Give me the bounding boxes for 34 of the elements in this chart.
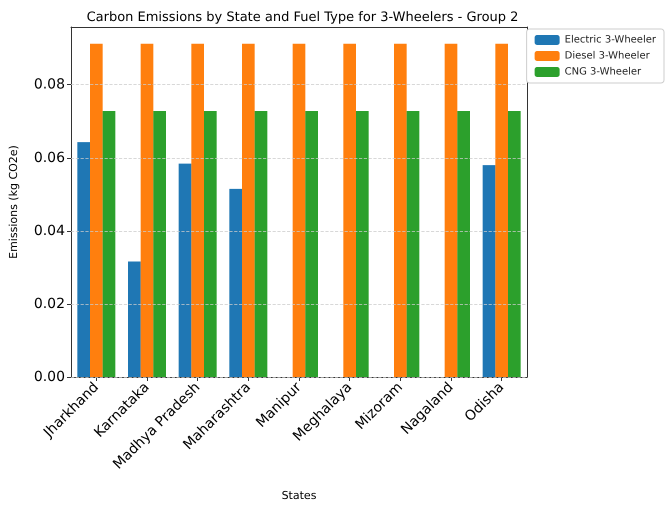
y-tick-label: 0.08: [34, 76, 65, 93]
bar: [254, 111, 268, 377]
x-axis-title: States: [282, 489, 317, 502]
bar: [77, 142, 90, 377]
bar: [191, 44, 204, 377]
bar: [102, 111, 116, 377]
legend-label: Electric 3-Wheeler: [564, 34, 657, 46]
bar: [90, 44, 103, 377]
legend-label: Diesel 3-Wheeler: [564, 50, 651, 62]
bar: [356, 111, 369, 377]
y-tick-label: 0.00: [34, 369, 65, 385]
bar: [242, 44, 255, 377]
bar: [128, 262, 141, 377]
bar: [343, 44, 356, 377]
bar: [457, 111, 470, 377]
bar: [495, 44, 508, 377]
chart-title: Carbon Emissions by State and Fuel Type for 3-Wheelers - Group 2: [86, 10, 518, 25]
legend-label: CNG 3-Wheeler: [564, 66, 642, 78]
bar: [394, 44, 407, 377]
y-tick-label: 0.06: [34, 150, 66, 166]
bar: [178, 164, 192, 377]
bar: [406, 111, 420, 377]
bar: [508, 111, 521, 377]
bar: [153, 111, 166, 377]
y-axis-title: Emissions (kg CO2e): [7, 145, 20, 259]
bar: [204, 111, 217, 377]
bar: [444, 44, 458, 377]
bar: [292, 44, 306, 377]
y-tick-label: 0.04: [34, 222, 66, 239]
bar: [482, 165, 496, 377]
y-tick-label: 0.02: [34, 296, 65, 312]
bar: [140, 44, 154, 377]
bar: [305, 111, 318, 377]
bar: [229, 188, 242, 377]
